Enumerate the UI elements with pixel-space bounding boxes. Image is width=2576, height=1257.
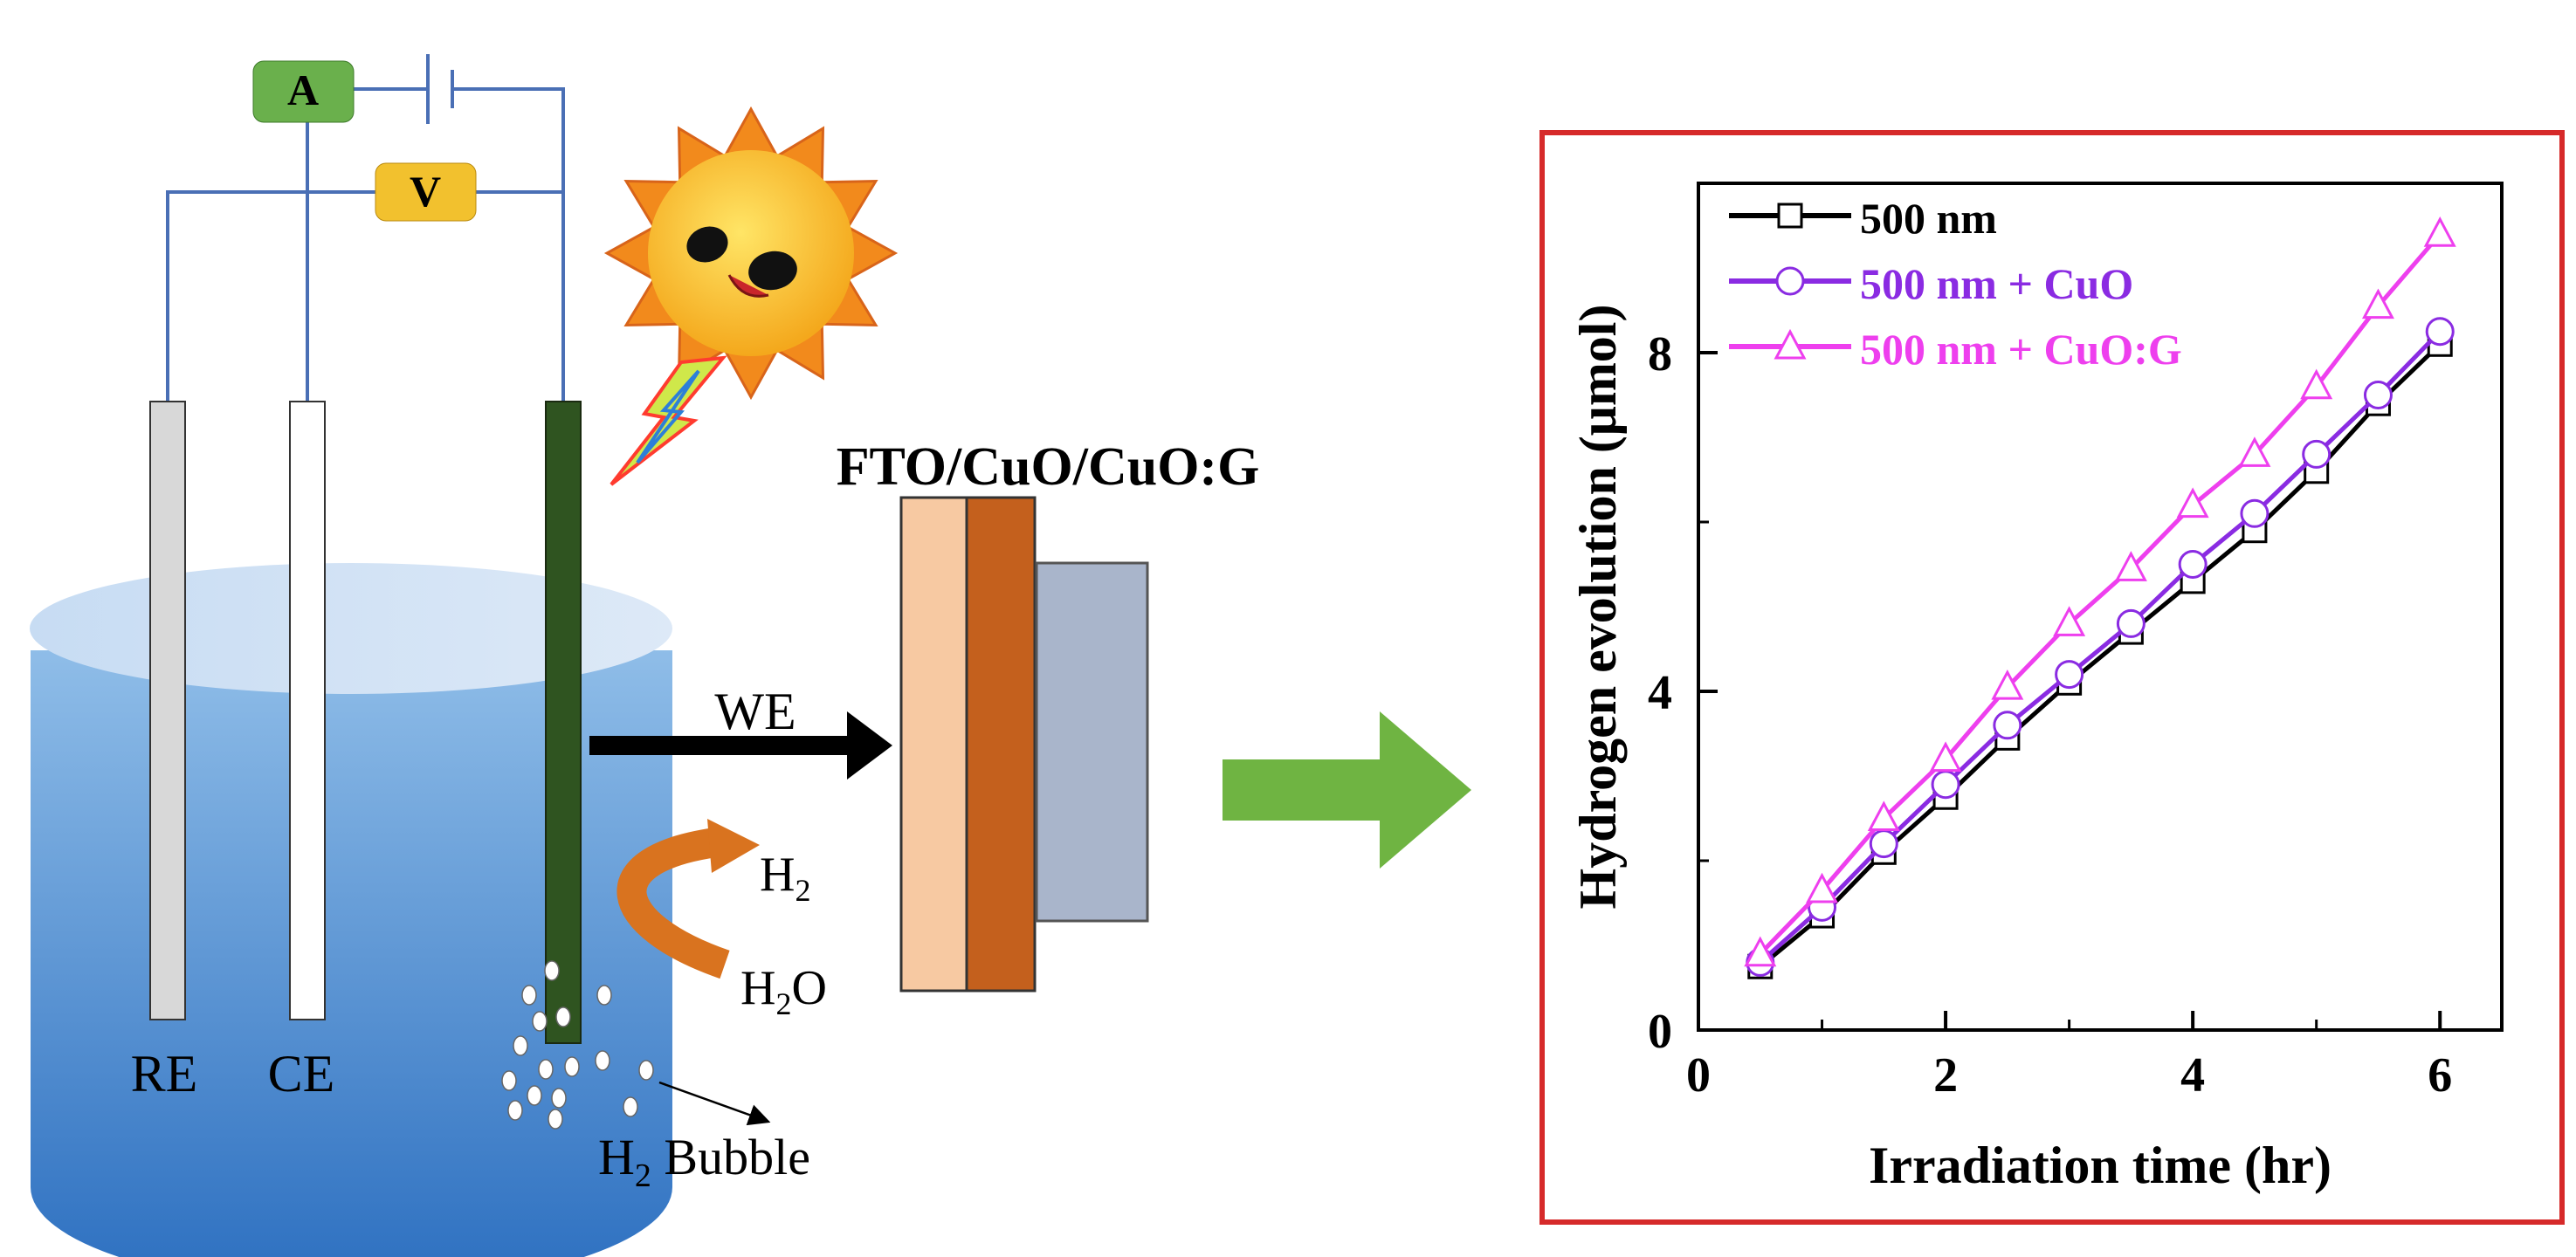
data-point: [1744, 936, 1777, 967]
wire-battery-we: [454, 87, 565, 402]
data-point: [2363, 381, 2393, 409]
data-point: [1867, 800, 1900, 831]
data-point: [2425, 317, 2455, 347]
series-circle: [1746, 317, 2455, 977]
x-ticks: 0 2 4 6: [1686, 1011, 2452, 1102]
data-point: [1929, 741, 1962, 773]
x-tick-label: 0: [1686, 1048, 1711, 1102]
legend-label: 500 nm + CuO:G: [1860, 325, 2182, 374]
ammeter: A: [252, 60, 355, 123]
y-tick-label: 4: [1648, 666, 1672, 720]
series-triangle: [1744, 216, 2456, 967]
process-arrow: [1223, 711, 1471, 869]
data-point: [2238, 436, 2271, 467]
cuo-layer: [965, 496, 1037, 993]
legend-label: 500 nm + CuO: [1860, 259, 2133, 308]
y-tick-label: 0: [1648, 1005, 1672, 1059]
data-point: [2053, 606, 2086, 636]
layer-stack-title: FTO/CuO/CuO:G: [837, 437, 1260, 497]
ammeter-box: [252, 60, 355, 123]
working-electrode: [545, 401, 582, 1044]
voltmeter-box: [375, 162, 477, 222]
legend-marker: [1774, 328, 1807, 360]
y-ticks: 0 4 8: [1648, 327, 1718, 1059]
water-splitting-arrow: [616, 819, 760, 979]
data-point: [1993, 711, 2022, 740]
x-axis-label: Irradiation time (hr): [1869, 1137, 2331, 1194]
data-point: [2176, 487, 2209, 519]
plot-area: [1697, 182, 2504, 1032]
series-line: [1759, 330, 2442, 965]
reference-electrode: [149, 401, 186, 1020]
cuog-layer: [1035, 561, 1149, 923]
h2-bubble-label: H2 Bubble: [598, 1129, 810, 1194]
counter-electrode: [289, 401, 326, 1020]
data-point: [1806, 872, 1839, 903]
electrode-layer-stack: FTO/CuO/CuO:G: [837, 437, 1260, 993]
h2-product-label: H2: [760, 848, 810, 908]
data-point: [1869, 829, 1898, 859]
y-axis-label: Hydrogen evolution (μmol): [1569, 305, 1627, 910]
we-arrow: WE: [589, 683, 892, 780]
series-lines: [1744, 216, 2456, 979]
data-point: [2178, 550, 2208, 579]
data-point: [1931, 770, 1960, 800]
data-point: [1991, 669, 2024, 700]
electrode-re-label: RE: [131, 1045, 198, 1102]
data-point: [2300, 368, 2333, 400]
series-line: [1759, 342, 2442, 969]
data-point: [2302, 439, 2331, 469]
series-square: [1747, 331, 2453, 979]
data-point: [2240, 498, 2269, 528]
sun-icon: [603, 106, 899, 401]
y-tick-label: 8: [1648, 327, 1672, 381]
x-tick-label: 2: [1933, 1048, 1958, 1102]
circuit-wires: [166, 87, 565, 402]
h2o-reactant-label: H2O: [740, 961, 827, 1021]
ammeter-label: A: [287, 65, 319, 114]
electrode-ce-label: CE: [268, 1045, 335, 1102]
legend-label: 500 nm: [1860, 194, 1997, 243]
electrochemical-cell-schematic: A V RE CE WE: [30, 54, 1471, 1257]
x-tick-label: 6: [2428, 1048, 2452, 1102]
legend-marker: [1775, 266, 1805, 296]
data-point: [2423, 216, 2456, 247]
hydrogen-bubbles: [501, 960, 654, 1130]
battery-symbol: [426, 54, 454, 124]
data-point: [2114, 551, 2147, 581]
data-point: [2116, 608, 2146, 638]
bubble-pointer-arrow: [658, 1081, 771, 1126]
x-tick-label: 4: [2180, 1048, 2205, 1102]
data-point: [2361, 288, 2394, 319]
chart-frame: [1539, 130, 2565, 1225]
lightning-bolt-icon: [610, 355, 727, 486]
data-point: [2055, 660, 2084, 690]
fto-layer: [899, 496, 968, 993]
voltmeter-label: V: [410, 167, 441, 216]
wire-re-voltmeter: [166, 190, 375, 402]
we-label: WE: [714, 683, 796, 740]
legend-marker: [1777, 203, 1803, 229]
hydrogen-evolution-chart: 0 2 4 6 0 4 8 500 nm 500 nm + CuO 500 nm + CuO:…: [1569, 182, 2504, 1194]
chart-legend: 500 nm 500 nm + CuO 500 nm + CuO:G: [1729, 194, 2182, 374]
voltmeter: V: [375, 162, 477, 222]
